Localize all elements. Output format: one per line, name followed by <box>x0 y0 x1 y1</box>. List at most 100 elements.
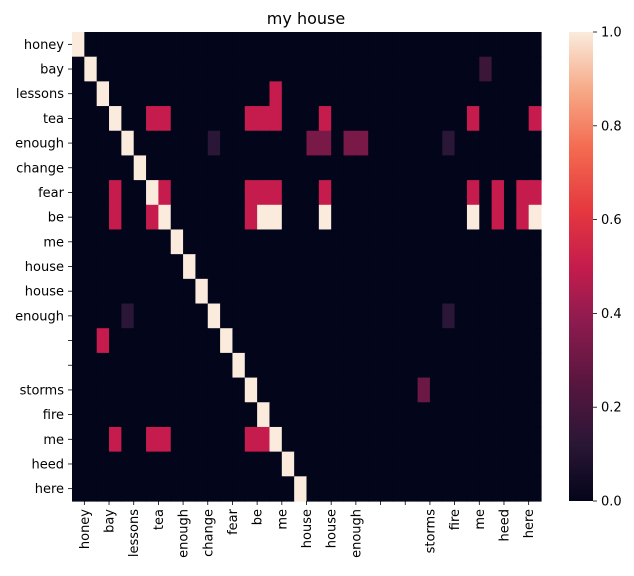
x-tick-label: me <box>275 509 290 530</box>
heatmap-cell <box>466 254 480 280</box>
heatmap-cell <box>294 426 308 453</box>
heatmap-cell <box>516 476 530 502</box>
heatmap-cell <box>306 32 320 58</box>
heatmap-cell <box>96 278 110 305</box>
heatmap-cell <box>84 328 98 354</box>
heatmap-cell <box>380 254 394 280</box>
heatmap-cell <box>442 81 456 107</box>
heatmap-cell <box>232 254 246 280</box>
heatmap-cell <box>516 328 530 354</box>
heatmap-cell <box>392 32 406 58</box>
heatmap-cell <box>306 254 320 280</box>
heatmap-cell <box>232 303 246 329</box>
heatmap-cell <box>417 451 431 477</box>
heatmap-cell <box>96 476 110 502</box>
heatmap-cell <box>183 106 197 132</box>
heatmap-cell <box>528 229 542 255</box>
heatmap-cell <box>343 56 357 82</box>
heatmap-cell <box>491 32 505 58</box>
heatmap-cell <box>121 81 135 107</box>
heatmap-cell <box>96 377 110 403</box>
heatmap-cell <box>318 155 332 181</box>
heatmap-cell <box>72 155 85 181</box>
heatmap-cell <box>183 476 197 502</box>
heatmap-cell <box>343 204 357 231</box>
heatmap-cell <box>72 32 85 58</box>
heatmap-cell <box>207 377 221 403</box>
heatmap-cell <box>331 278 345 305</box>
heatmap-cell <box>454 180 468 206</box>
heatmap-cell <box>269 81 283 107</box>
heatmap-cell <box>405 56 419 82</box>
heatmap-cell <box>294 56 308 82</box>
heatmap-cell <box>528 204 542 231</box>
heatmap-cell <box>281 278 295 305</box>
heatmap-cell <box>294 451 308 477</box>
heatmap-cell <box>429 451 443 477</box>
heatmap-cell <box>195 81 209 107</box>
heatmap-cell <box>244 204 258 231</box>
chart-title: my house <box>267 9 345 28</box>
heatmap-cell <box>146 476 159 502</box>
heatmap-cell <box>257 402 271 428</box>
heatmap-cell <box>454 130 468 157</box>
heatmap-cell <box>479 254 493 280</box>
heatmap-cell <box>306 402 320 428</box>
heatmap-cell <box>380 476 394 502</box>
heatmap-cell <box>528 476 542 502</box>
heatmap-cell <box>109 352 122 379</box>
heatmap-cell <box>392 130 406 157</box>
heatmap-cell <box>257 155 271 181</box>
heatmap-cell <box>479 352 493 379</box>
heatmap-cell <box>158 81 172 107</box>
heatmap-cell <box>331 303 345 329</box>
x-tick-label: lessons <box>127 509 142 557</box>
heatmap-cell <box>503 278 517 305</box>
heatmap-cell <box>491 130 505 157</box>
heatmap-cell <box>466 106 480 132</box>
heatmap-cell <box>146 106 159 132</box>
y-tick-label: be <box>48 211 64 226</box>
heatmap-cell <box>72 180 85 206</box>
heatmap-cell <box>454 254 468 280</box>
heatmap-cell <box>281 352 295 379</box>
heatmap-cell <box>405 328 419 354</box>
heatmap-cell <box>207 130 221 157</box>
y-tick-label: heed <box>32 457 65 472</box>
heatmap-cell <box>479 180 493 206</box>
heatmap-cell <box>158 130 172 157</box>
heatmap-cell <box>133 56 147 82</box>
heatmap-cell <box>479 229 493 255</box>
heatmap-cell <box>294 402 308 428</box>
heatmap-cell <box>269 402 283 428</box>
heatmap-cell <box>232 328 246 354</box>
heatmap-cell <box>158 278 172 305</box>
heatmap-cell <box>528 328 542 354</box>
heatmap-cells <box>72 32 542 502</box>
heatmap-cell <box>528 130 542 157</box>
heatmap-cell <box>207 155 221 181</box>
heatmap-cell <box>294 204 308 231</box>
heatmap-cell <box>183 352 197 379</box>
heatmap-cell <box>96 204 110 231</box>
heatmap-cell <box>281 130 295 157</box>
heatmap-cell <box>417 426 431 453</box>
heatmap-cell <box>491 56 505 82</box>
heatmap-cell <box>133 476 147 502</box>
heatmap-cell <box>195 180 209 206</box>
heatmap-cell <box>220 426 234 453</box>
heatmap-cell <box>294 303 308 329</box>
x-tick-label: honey <box>78 509 93 549</box>
heatmap-cell <box>170 377 184 403</box>
heatmap-cell <box>306 352 320 379</box>
heatmap-cell <box>257 229 271 255</box>
heatmap-cell <box>207 328 221 354</box>
heatmap-cell <box>158 451 172 477</box>
heatmap-cell <box>306 81 320 107</box>
heatmap-cell <box>121 106 135 132</box>
heatmap-cell <box>281 328 295 354</box>
heatmap-cell <box>232 155 246 181</box>
heatmap-cell <box>355 130 369 157</box>
heatmap-cell <box>121 426 135 453</box>
heatmap-cell <box>368 328 382 354</box>
